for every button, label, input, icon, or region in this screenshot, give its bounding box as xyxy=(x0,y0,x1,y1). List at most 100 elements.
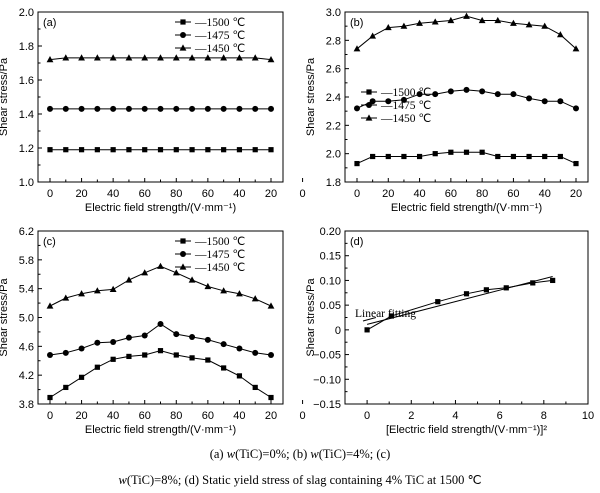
x-tick-label: 60 xyxy=(445,188,457,200)
data-point xyxy=(94,364,100,370)
plot-frame xyxy=(37,230,284,405)
data-point xyxy=(221,147,227,153)
data-point xyxy=(205,147,211,153)
x-tick-label: 40 xyxy=(107,410,119,422)
data-point xyxy=(46,302,54,309)
y-tick-label: 3.8 xyxy=(19,399,34,411)
y-tick-label: 2.0 xyxy=(19,7,34,19)
legend-marker xyxy=(366,102,372,108)
data-point xyxy=(220,54,228,61)
data-point xyxy=(173,331,180,338)
data-point xyxy=(435,299,441,305)
data-point xyxy=(530,280,536,286)
data-point xyxy=(369,98,376,105)
x-tick-label: 20 xyxy=(265,410,277,422)
data-point xyxy=(400,96,407,103)
data-point xyxy=(236,147,243,153)
y-axis-label: Shear stress/Pa xyxy=(305,57,317,136)
x-tick-label: 40 xyxy=(233,410,245,422)
data-point xyxy=(483,287,489,293)
data-point xyxy=(370,153,376,160)
x-tick-label: 60 xyxy=(139,188,151,200)
data-point xyxy=(157,54,164,61)
data-point xyxy=(78,105,85,112)
data-point xyxy=(542,153,548,160)
caption-line-2: w(TiC)=8%; (d) Static yield stress of sl… xyxy=(118,473,482,487)
y-tick-label: 1.6 xyxy=(19,75,34,87)
data-point xyxy=(78,290,85,297)
data-point xyxy=(385,153,391,160)
data-point xyxy=(479,149,485,155)
data-point xyxy=(388,313,394,319)
panel-label: (a) xyxy=(43,17,56,29)
panel-label: (b) xyxy=(350,17,363,29)
data-point xyxy=(142,352,148,358)
data-point xyxy=(447,88,454,95)
x-tick-label: 40 xyxy=(539,188,551,200)
x-tick-label: 80 xyxy=(170,410,182,422)
x-tick-label: 60 xyxy=(202,188,214,200)
data-point xyxy=(110,339,117,346)
y-tick-label: 1.2 xyxy=(19,143,34,155)
x-axis-label: [Electric field strength/(V·mm⁻¹)]² xyxy=(386,424,547,436)
data-point xyxy=(479,88,486,95)
data-point xyxy=(364,327,370,333)
x-tick-label: 80 xyxy=(476,188,488,200)
data-point xyxy=(110,356,116,362)
data-point xyxy=(416,153,423,160)
annotation-label: Linear fitting xyxy=(355,308,416,320)
data-point xyxy=(384,23,392,31)
data-point xyxy=(62,54,70,61)
annotation-pointer xyxy=(362,317,377,322)
x-axis-label: Electric field strength/(V·mm⁻¹) xyxy=(85,202,236,214)
data-point xyxy=(78,374,85,380)
data-point xyxy=(125,105,132,112)
y-axis-label: Shear stress/Pa xyxy=(0,277,10,356)
data-point xyxy=(109,285,117,292)
legend-label: —1450 ℃ xyxy=(194,43,245,55)
data-point xyxy=(400,22,408,29)
y-tick-label: 5.4 xyxy=(19,284,34,296)
data-point xyxy=(251,295,259,302)
data-point xyxy=(188,276,196,283)
data-point xyxy=(268,105,274,112)
data-point xyxy=(173,147,179,153)
chart-panel-d: −0.15 −0.10 −0.05 0 0.05 0.10 0.15 0.20 Shear st… xyxy=(305,226,594,436)
data-point xyxy=(510,19,517,26)
legend-label: —1475 ℃ xyxy=(194,30,245,42)
data-point xyxy=(557,153,563,160)
data-point xyxy=(448,149,454,155)
x-tick-label: 0 xyxy=(364,410,370,422)
data-point xyxy=(78,147,85,153)
data-point xyxy=(447,16,455,24)
data-point xyxy=(189,105,196,112)
data-point xyxy=(550,277,556,284)
data-point xyxy=(416,19,423,26)
x-tick-label: 8 xyxy=(541,410,547,422)
data-point xyxy=(94,339,101,346)
data-point xyxy=(172,54,180,61)
x-tick-label: 10 xyxy=(582,410,594,422)
data-point xyxy=(47,394,53,401)
y-tick-label: −0.05 xyxy=(313,350,341,362)
y-tick-label: 3.0 xyxy=(326,7,341,19)
data-point xyxy=(268,351,274,358)
y-tick-label: 2.0 xyxy=(326,149,341,161)
data-point xyxy=(252,105,259,112)
x-tick-label: 20 xyxy=(382,188,394,200)
legend-label: —1500 ℃ xyxy=(194,236,245,248)
data-point xyxy=(78,345,85,352)
x-tick-label: 0 xyxy=(47,188,53,200)
data-point xyxy=(126,147,132,153)
data-point xyxy=(369,32,377,39)
legend-label: —1450 ℃ xyxy=(380,113,431,125)
x-tick-label: 20 xyxy=(570,188,582,200)
data-point xyxy=(63,147,69,153)
legend-marker xyxy=(180,19,186,25)
legend-marker xyxy=(179,263,187,270)
data-point xyxy=(478,16,486,24)
data-point xyxy=(252,147,258,153)
data-point xyxy=(556,31,564,38)
y-tick-label: 0.20 xyxy=(320,226,341,238)
